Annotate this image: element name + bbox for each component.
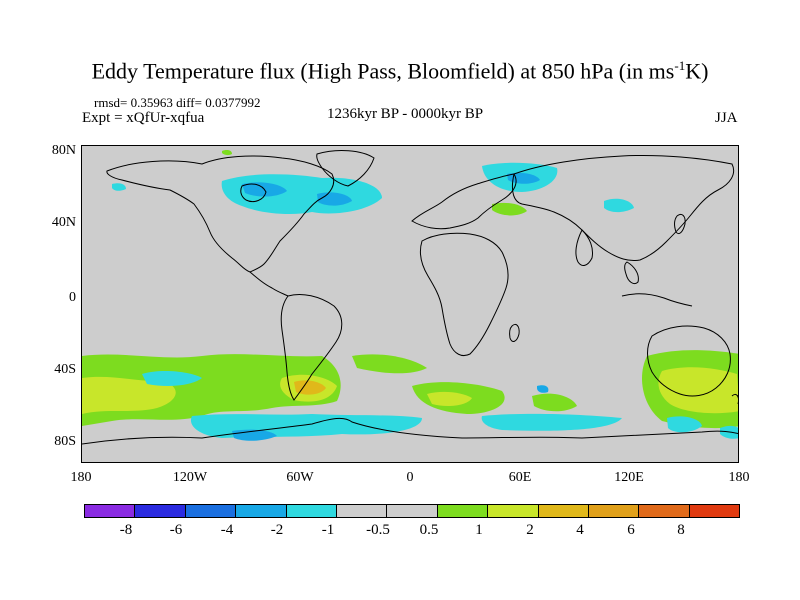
- negative-region: [112, 183, 126, 191]
- colorbar-swatch: [134, 505, 185, 517]
- colorbar: [84, 504, 740, 518]
- map-plot: [81, 145, 739, 463]
- colorbar-swatch: [235, 505, 286, 517]
- lon-label-120w: 120W: [172, 470, 208, 485]
- coastline-indonesia: [621, 293, 693, 307]
- coastline-japan: [674, 213, 686, 235]
- colorbar-swatch: [335, 505, 387, 517]
- coastline-antarctica: [82, 417, 738, 445]
- coastline-south-america: [280, 293, 343, 401]
- colorbar-label: -8: [119, 522, 133, 538]
- coastline-australia: [647, 325, 731, 397]
- lon-label-180w: 180: [70, 470, 92, 485]
- colorbar-swatch: [537, 505, 588, 517]
- colorbar-swatch: [436, 505, 488, 517]
- colorbar-swatch: [638, 505, 689, 517]
- negative-region: [667, 416, 702, 433]
- coastline-north-america: [106, 155, 335, 273]
- colorbar-swatch: [386, 505, 437, 517]
- positive-region: [532, 393, 577, 412]
- positive-region: [658, 367, 738, 414]
- lat-label-80n: 80N: [51, 143, 76, 158]
- lon-label-120e: 120E: [614, 470, 644, 485]
- colorbar-swatch: [487, 505, 538, 517]
- lat-label-40s: 40S: [54, 362, 76, 377]
- lat-label-40n: 40N: [51, 215, 76, 230]
- negative-region: [604, 198, 634, 213]
- lat-label-equator: 0: [69, 290, 76, 305]
- positive-region: [294, 380, 326, 395]
- colorbar-swatch: [688, 505, 740, 517]
- coastline-greenland: [316, 150, 375, 187]
- map-svg: [82, 150, 738, 445]
- coastlines: [82, 150, 738, 445]
- colorbar-label: 2: [526, 522, 534, 538]
- experiment-label: Expt = xQfUr-xqfua: [82, 110, 205, 126]
- colorbar-label: -6: [169, 522, 183, 538]
- coastline-asia: [511, 154, 735, 261]
- colorbar-swatch: [85, 505, 135, 517]
- coastline-hudson-bay: [240, 183, 267, 203]
- positive-region: [427, 391, 472, 406]
- colorbar-label: -1: [321, 522, 335, 538]
- coastline-europe: [411, 173, 517, 230]
- coastline-southeast-asia: [624, 261, 639, 285]
- coastline-new-zealand: [731, 393, 738, 404]
- lon-label-0: 0: [406, 470, 414, 485]
- coastline-africa: [419, 232, 509, 357]
- negative-region: [537, 385, 549, 393]
- colorbar-label: 4: [576, 522, 584, 538]
- colorbar-label: 8: [677, 522, 685, 538]
- colorbar-swatch: [184, 505, 236, 517]
- coastline-india: [575, 229, 593, 266]
- positive-region: [82, 376, 176, 414]
- lat-label-80s: 80S: [54, 434, 76, 449]
- negative-region: [481, 413, 622, 431]
- colorbar-label: 6: [627, 522, 635, 538]
- season-label: JJA: [715, 110, 738, 126]
- negative-region: [142, 371, 202, 386]
- plot-title: Eddy Temperature flux (High Pass, Bloomf…: [91, 58, 709, 84]
- period-label: 1236kyr BP - 0000kyr BP: [326, 106, 484, 122]
- lon-label-60e: 60E: [508, 470, 532, 485]
- coastline-madagascar: [509, 323, 520, 342]
- coastline-central-america: [249, 271, 289, 297]
- stats-text: rmsd= 0.35963 diff= 0.0377992: [94, 95, 261, 110]
- colorbar-label: 1: [475, 522, 483, 538]
- colorbar-label: 0.5: [419, 522, 439, 538]
- anomaly-fills: [82, 150, 738, 441]
- colorbar-label: -2: [270, 522, 284, 538]
- lon-label-180e: 180: [728, 470, 750, 485]
- lon-label-60w: 60W: [286, 470, 314, 485]
- positive-region: [492, 202, 527, 216]
- colorbar-swatch: [587, 505, 639, 517]
- colorbar-swatch: [285, 505, 336, 517]
- positive-region: [222, 150, 232, 156]
- colorbar-label: -0.5: [366, 522, 390, 538]
- positive-region: [352, 354, 427, 374]
- colorbar-label: -4: [220, 522, 234, 538]
